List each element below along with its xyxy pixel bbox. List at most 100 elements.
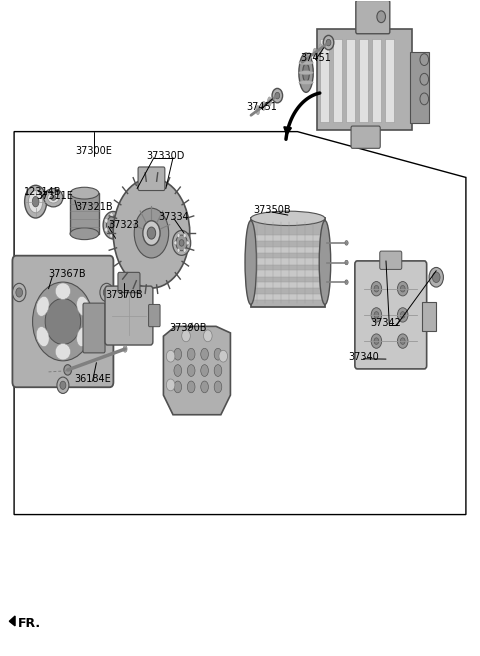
Ellipse shape: [50, 195, 56, 200]
Ellipse shape: [377, 11, 385, 22]
Ellipse shape: [397, 308, 408, 322]
Ellipse shape: [177, 249, 180, 253]
Ellipse shape: [16, 288, 23, 297]
FancyBboxPatch shape: [83, 303, 105, 353]
Ellipse shape: [219, 350, 228, 362]
Ellipse shape: [70, 228, 99, 239]
Ellipse shape: [100, 283, 113, 302]
Ellipse shape: [397, 334, 408, 348]
Ellipse shape: [420, 93, 429, 105]
Ellipse shape: [374, 285, 379, 292]
Ellipse shape: [179, 239, 184, 246]
Ellipse shape: [119, 223, 122, 228]
Ellipse shape: [420, 73, 429, 85]
Text: 37342: 37342: [371, 318, 401, 328]
Ellipse shape: [57, 377, 69, 394]
FancyBboxPatch shape: [118, 272, 140, 293]
Ellipse shape: [77, 297, 90, 316]
Ellipse shape: [186, 241, 189, 245]
FancyBboxPatch shape: [12, 256, 113, 387]
Ellipse shape: [33, 282, 93, 361]
Ellipse shape: [147, 227, 156, 239]
Ellipse shape: [77, 327, 90, 346]
Bar: [359, 39, 368, 122]
Ellipse shape: [60, 381, 66, 390]
Bar: [252, 258, 323, 265]
Ellipse shape: [345, 241, 348, 245]
Ellipse shape: [299, 71, 313, 75]
Ellipse shape: [116, 215, 120, 219]
Ellipse shape: [103, 288, 110, 297]
Bar: [70, 193, 99, 234]
Ellipse shape: [204, 330, 212, 342]
Text: 37451: 37451: [246, 102, 277, 112]
Ellipse shape: [174, 241, 177, 245]
Ellipse shape: [36, 297, 49, 316]
FancyBboxPatch shape: [380, 251, 402, 270]
FancyBboxPatch shape: [105, 286, 153, 345]
Ellipse shape: [201, 348, 208, 360]
Ellipse shape: [176, 235, 187, 251]
Ellipse shape: [313, 49, 317, 57]
Ellipse shape: [166, 350, 175, 362]
Ellipse shape: [24, 185, 47, 218]
Text: 37334: 37334: [158, 212, 189, 222]
FancyBboxPatch shape: [138, 167, 165, 190]
Ellipse shape: [44, 188, 63, 207]
Ellipse shape: [55, 344, 71, 360]
Ellipse shape: [299, 81, 313, 85]
Text: 37311E: 37311E: [36, 192, 73, 201]
Text: FR.: FR.: [17, 617, 41, 630]
Ellipse shape: [319, 44, 323, 53]
Ellipse shape: [299, 61, 313, 65]
Ellipse shape: [201, 381, 208, 393]
Ellipse shape: [400, 312, 405, 318]
Ellipse shape: [187, 365, 195, 377]
FancyBboxPatch shape: [356, 1, 390, 33]
Ellipse shape: [323, 35, 334, 50]
Ellipse shape: [307, 52, 311, 62]
Ellipse shape: [105, 218, 108, 223]
Ellipse shape: [187, 348, 195, 360]
Ellipse shape: [143, 221, 160, 245]
Ellipse shape: [251, 211, 325, 226]
Bar: [252, 294, 323, 300]
Ellipse shape: [262, 101, 265, 110]
Bar: [252, 235, 323, 241]
Bar: [346, 39, 355, 122]
Ellipse shape: [183, 249, 186, 253]
Ellipse shape: [371, 281, 382, 296]
Ellipse shape: [245, 220, 256, 304]
Text: 37323: 37323: [108, 220, 139, 230]
Ellipse shape: [174, 381, 181, 393]
Bar: [251, 218, 325, 307]
Bar: [317, 28, 412, 130]
Ellipse shape: [374, 338, 379, 344]
Ellipse shape: [267, 97, 271, 106]
Text: 37370B: 37370B: [106, 290, 143, 300]
Ellipse shape: [299, 53, 313, 92]
Ellipse shape: [256, 106, 260, 115]
Text: 37330D: 37330D: [146, 151, 185, 161]
Ellipse shape: [110, 221, 116, 229]
Ellipse shape: [345, 280, 348, 285]
Text: 37451: 37451: [300, 52, 331, 62]
Ellipse shape: [12, 283, 26, 302]
Ellipse shape: [303, 64, 310, 82]
Ellipse shape: [371, 308, 382, 322]
Ellipse shape: [400, 285, 405, 292]
Ellipse shape: [103, 211, 123, 239]
Ellipse shape: [48, 192, 59, 203]
Bar: [252, 247, 323, 253]
Bar: [252, 270, 323, 277]
Bar: [410, 52, 429, 123]
Text: 12314B: 12314B: [24, 187, 61, 197]
Bar: [422, 302, 436, 331]
Ellipse shape: [400, 338, 405, 344]
Text: 37390B: 37390B: [169, 323, 207, 333]
Ellipse shape: [134, 208, 168, 258]
Text: 36184E: 36184E: [74, 374, 111, 384]
Bar: [372, 39, 381, 122]
Ellipse shape: [45, 298, 81, 344]
Ellipse shape: [116, 231, 120, 236]
